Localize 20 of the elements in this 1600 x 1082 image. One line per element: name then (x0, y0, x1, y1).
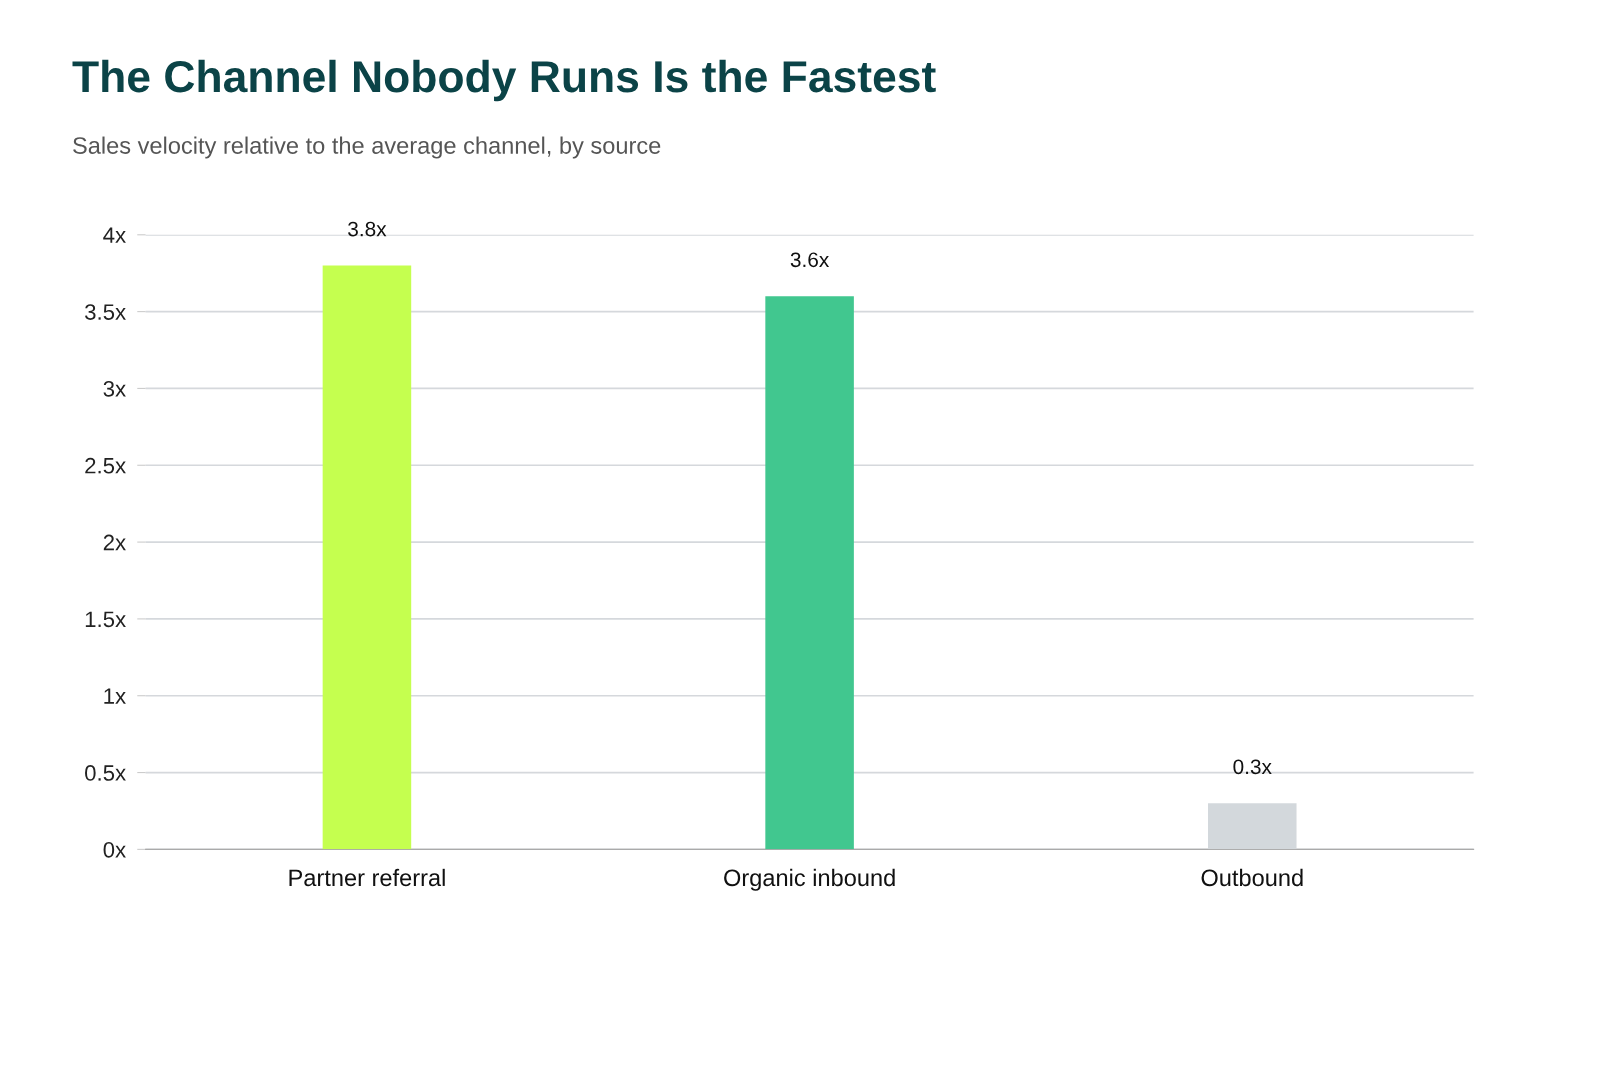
data-label: 3.8x (348, 221, 387, 237)
bar (765, 296, 854, 850)
y-tick-label: 1.5x (85, 611, 126, 628)
y-tick-label: 2x (103, 534, 126, 551)
data-label: 0.3x (1233, 759, 1272, 775)
y-tick-label: 3.5x (85, 304, 126, 320)
y-tick-label: 0x (103, 841, 126, 858)
y-tick-label: 2.5x (85, 457, 126, 474)
bar (1208, 803, 1297, 850)
x-tick-label: Organic inbound (724, 868, 895, 891)
data-label: 3.6x (790, 252, 830, 268)
chart-subtitle: Sales velocity relative to the average channel, by source (73, 136, 661, 159)
y-tick-label: 0.5x (85, 765, 126, 781)
y-tick-label: 3x (103, 380, 126, 397)
y-tick-label: 4x (103, 227, 126, 243)
x-tick-label: Partner referral (289, 868, 445, 887)
chart-title: The Channel Nobody Runs Is the Fastest (72, 59, 936, 102)
x-tick-label: Outbound (1201, 868, 1303, 887)
y-tick-label: 1x (104, 688, 126, 704)
bar (322, 265, 412, 850)
